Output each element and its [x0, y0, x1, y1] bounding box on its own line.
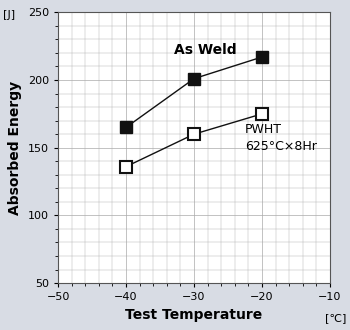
Text: [℃]: [℃]	[325, 314, 346, 323]
Text: [J]: [J]	[4, 10, 16, 20]
Text: PWHT
625°C×8Hr: PWHT 625°C×8Hr	[245, 123, 317, 153]
X-axis label: Test Temperature: Test Temperature	[125, 308, 262, 322]
Text: As Weld: As Weld	[174, 43, 236, 57]
Y-axis label: Absorbed Energy: Absorbed Energy	[8, 81, 22, 215]
